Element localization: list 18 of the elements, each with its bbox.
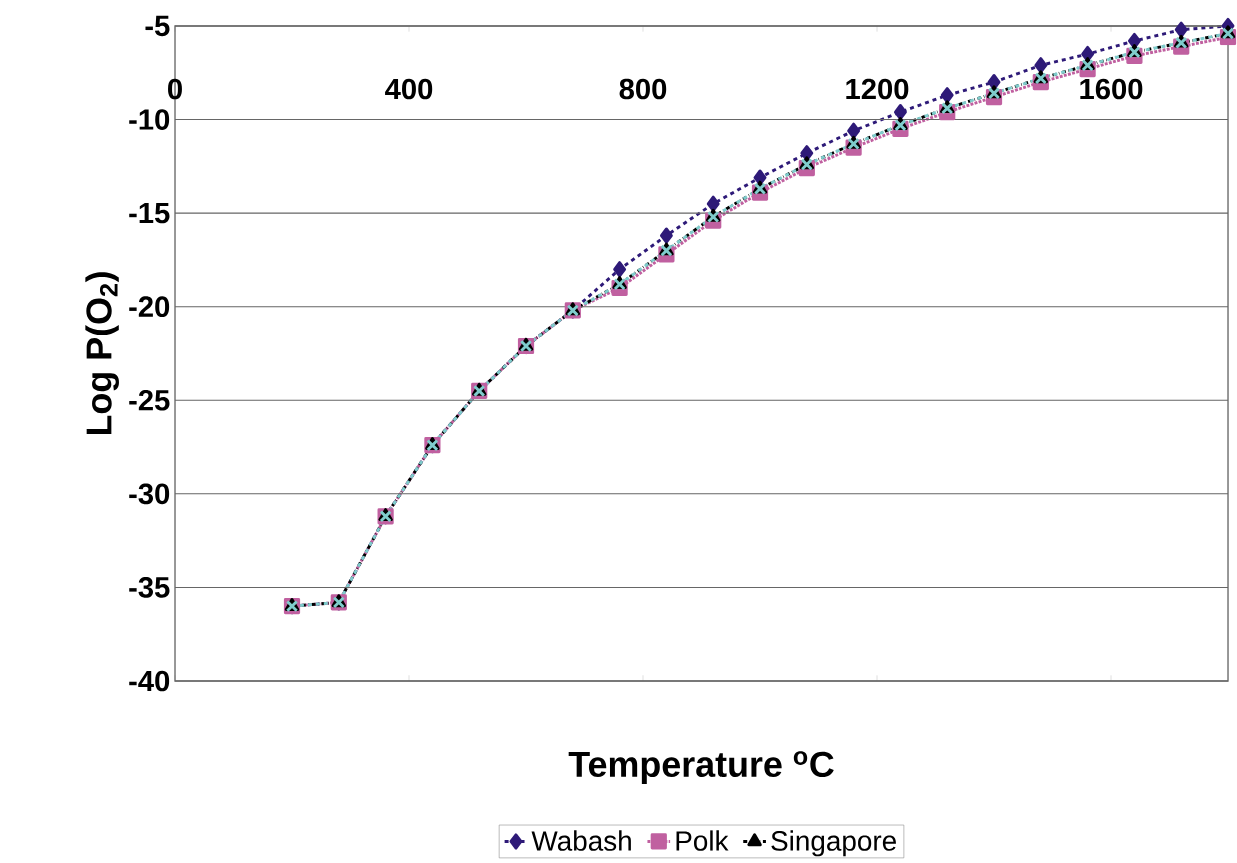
y-tick-label: -15 [129, 202, 170, 224]
y-tick-label: -40 [129, 670, 170, 692]
x-axis-title: Temperature $^{o}$C [568, 751, 834, 785]
x-tick-label: 800 [619, 78, 667, 100]
y-axis-title: Log P(O$_{2}$) [85, 272, 119, 435]
x-tick-label: 400 [385, 78, 433, 100]
y-tick-label: -20 [129, 296, 170, 318]
y-tick-label: -5 [145, 15, 170, 37]
y-tick-label: -30 [129, 483, 170, 505]
x-tick-label: 1200 [846, 78, 909, 100]
legend-label: Wabash [531, 830, 631, 851]
legend-label: Polk [676, 830, 729, 851]
y-tick-label: -25 [129, 389, 170, 411]
x-tick-label: 1600 [1080, 78, 1143, 100]
x-tick-label: 0 [168, 78, 182, 100]
legend-label: Singapore [771, 830, 896, 857]
y-tick-label: -35 [129, 577, 170, 598]
y-tick-label: -10 [129, 109, 170, 130]
